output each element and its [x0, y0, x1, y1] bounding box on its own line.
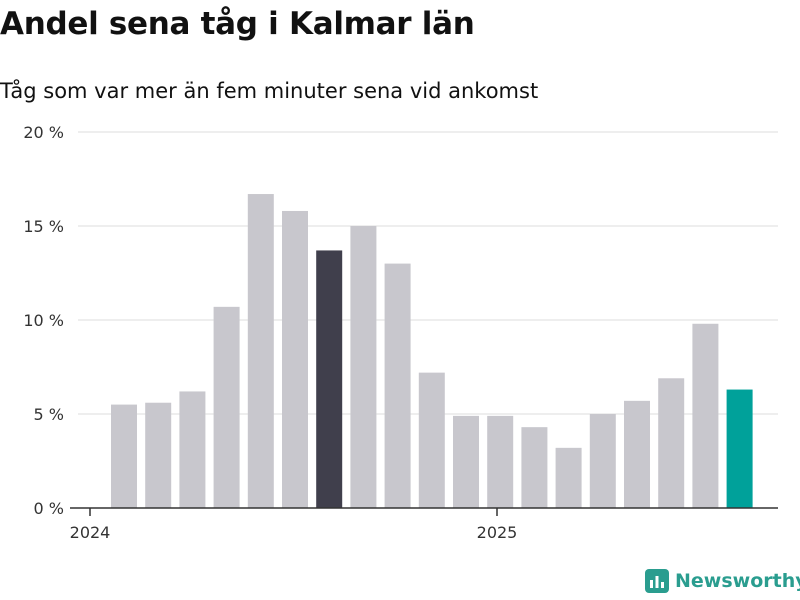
- y-tick-label: 10 %: [23, 311, 64, 330]
- bar: [350, 226, 377, 508]
- bar: [692, 323, 719, 508]
- bar: [179, 391, 206, 508]
- bar: [726, 389, 753, 508]
- y-tick-label: 0 %: [34, 499, 64, 518]
- bar: [418, 372, 445, 508]
- bar: [555, 447, 582, 508]
- x-tick-label: 2025: [477, 523, 518, 542]
- bar: [111, 404, 137, 508]
- y-tick-label: 15 %: [23, 217, 64, 236]
- bar: [521, 427, 548, 508]
- bar: [384, 263, 411, 508]
- bar: [213, 306, 240, 508]
- bar: [658, 378, 685, 508]
- bar-chart-logo-icon: [645, 569, 669, 593]
- x-tick-label: 2024: [70, 523, 111, 542]
- chart-title: Andel sena tåg i Kalmar län: [0, 6, 475, 42]
- brand-logo: Newsworthy: [645, 569, 800, 593]
- y-tick-label: 5 %: [34, 405, 64, 424]
- bar: [487, 415, 514, 508]
- brand-name: Newsworthy: [675, 570, 800, 592]
- bar: [316, 250, 343, 508]
- bar: [589, 414, 616, 508]
- bar: [624, 400, 650, 508]
- bar: [282, 210, 308, 508]
- y-tick-label: 20 %: [23, 123, 64, 142]
- chart-subtitle: Tåg som var mer än fem minuter sena vid …: [0, 79, 539, 103]
- bar: [145, 402, 172, 508]
- bar: [453, 415, 479, 508]
- bar: [247, 194, 274, 509]
